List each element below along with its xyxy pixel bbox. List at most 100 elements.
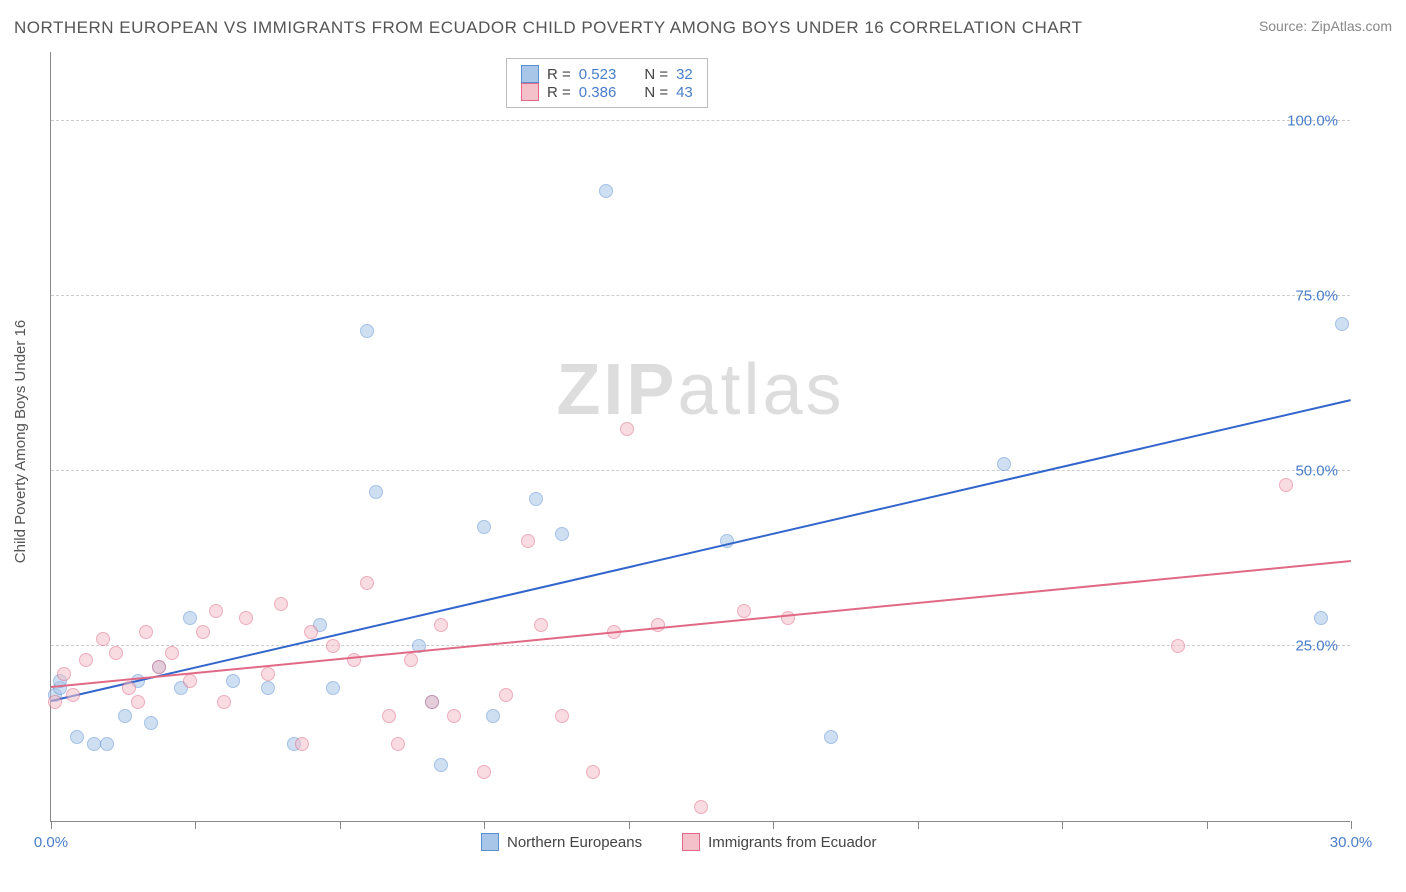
data-point bbox=[1279, 478, 1293, 492]
data-point bbox=[304, 625, 318, 639]
grid-line bbox=[51, 295, 1350, 296]
data-point bbox=[651, 618, 665, 632]
data-point bbox=[226, 674, 240, 688]
data-point bbox=[447, 709, 461, 723]
x-tick-label: 30.0% bbox=[1330, 834, 1373, 851]
x-tick bbox=[773, 821, 774, 829]
data-point bbox=[70, 730, 84, 744]
data-point bbox=[555, 709, 569, 723]
data-point bbox=[96, 632, 110, 646]
y-tick-label: 75.0% bbox=[1295, 288, 1338, 305]
legend-row: R =0.386N =43 bbox=[521, 83, 693, 101]
data-point bbox=[152, 660, 166, 674]
data-point bbox=[620, 422, 634, 436]
data-point bbox=[139, 625, 153, 639]
data-point bbox=[66, 688, 80, 702]
data-point bbox=[165, 646, 179, 660]
scatter-plot: ZIPatlas 25.0%50.0%75.0%100.0%0.0%30.0%R… bbox=[50, 52, 1350, 822]
legend-swatch bbox=[521, 83, 539, 101]
data-point bbox=[48, 695, 62, 709]
data-point bbox=[521, 534, 535, 548]
chart-title: NORTHERN EUROPEAN VS IMMIGRANTS FROM ECU… bbox=[14, 18, 1082, 38]
data-point bbox=[274, 597, 288, 611]
n-value: 43 bbox=[676, 84, 693, 101]
source-label: Source: ZipAtlas.com bbox=[1259, 18, 1392, 34]
y-tick-label: 50.0% bbox=[1295, 463, 1338, 480]
data-point bbox=[79, 653, 93, 667]
legend-item: Immigrants from Ecuador bbox=[682, 833, 876, 851]
data-point bbox=[239, 611, 253, 625]
y-tick-label: 25.0% bbox=[1295, 638, 1338, 655]
x-tick bbox=[1062, 821, 1063, 829]
data-point bbox=[369, 485, 383, 499]
data-point bbox=[360, 324, 374, 338]
data-point bbox=[434, 618, 448, 632]
legend-row: R =0.523N =32 bbox=[521, 65, 693, 83]
legend-swatch bbox=[682, 833, 700, 851]
data-point bbox=[486, 709, 500, 723]
x-tick-label: 0.0% bbox=[34, 834, 68, 851]
data-point bbox=[425, 695, 439, 709]
x-tick bbox=[484, 821, 485, 829]
x-tick bbox=[629, 821, 630, 829]
y-axis-label: Child Poverty Among Boys Under 16 bbox=[13, 319, 30, 562]
data-point bbox=[824, 730, 838, 744]
data-point bbox=[694, 800, 708, 814]
title-bar: NORTHERN EUROPEAN VS IMMIGRANTS FROM ECU… bbox=[14, 18, 1392, 38]
data-point bbox=[100, 737, 114, 751]
data-point bbox=[1171, 639, 1185, 653]
data-point bbox=[404, 653, 418, 667]
data-point bbox=[1314, 611, 1328, 625]
data-point bbox=[209, 604, 223, 618]
data-point bbox=[122, 681, 136, 695]
data-point bbox=[477, 520, 491, 534]
n-label: N = bbox=[644, 66, 668, 83]
data-point bbox=[118, 709, 132, 723]
legend-label: Northern Europeans bbox=[507, 834, 642, 851]
x-tick bbox=[195, 821, 196, 829]
x-tick bbox=[918, 821, 919, 829]
data-point bbox=[144, 716, 158, 730]
data-point bbox=[295, 737, 309, 751]
x-tick bbox=[51, 821, 52, 829]
data-point bbox=[534, 618, 548, 632]
data-point bbox=[360, 576, 374, 590]
data-point bbox=[87, 737, 101, 751]
data-point bbox=[326, 639, 340, 653]
data-point bbox=[196, 625, 210, 639]
y-axis-label-wrap: Child Poverty Among Boys Under 16 bbox=[6, 70, 36, 812]
n-label: N = bbox=[644, 84, 668, 101]
x-tick bbox=[1207, 821, 1208, 829]
data-point bbox=[183, 674, 197, 688]
data-point bbox=[261, 667, 275, 681]
data-point bbox=[326, 681, 340, 695]
data-point bbox=[997, 457, 1011, 471]
data-point bbox=[477, 765, 491, 779]
data-point bbox=[217, 695, 231, 709]
regression-line bbox=[51, 399, 1351, 702]
series-legend: Northern Europeans Immigrants from Ecuado… bbox=[481, 833, 876, 851]
data-point bbox=[382, 709, 396, 723]
y-tick-label: 100.0% bbox=[1287, 113, 1338, 130]
grid-line bbox=[51, 470, 1350, 471]
data-point bbox=[261, 681, 275, 695]
x-tick bbox=[340, 821, 341, 829]
data-point bbox=[391, 737, 405, 751]
legend-swatch bbox=[481, 833, 499, 851]
data-point bbox=[109, 646, 123, 660]
data-point bbox=[737, 604, 751, 618]
x-tick bbox=[1351, 821, 1352, 829]
data-point bbox=[529, 492, 543, 506]
watermark: ZIPatlas bbox=[556, 349, 844, 431]
correlation-legend: R =0.523N =32R =0.386N =43 bbox=[506, 58, 708, 108]
data-point bbox=[499, 688, 513, 702]
r-label: R = bbox=[547, 66, 571, 83]
data-point bbox=[57, 667, 71, 681]
data-point bbox=[183, 611, 197, 625]
legend-label: Immigrants from Ecuador bbox=[708, 834, 876, 851]
legend-swatch bbox=[521, 65, 539, 83]
data-point bbox=[555, 527, 569, 541]
r-label: R = bbox=[547, 84, 571, 101]
r-value: 0.523 bbox=[579, 66, 617, 83]
data-point bbox=[599, 184, 613, 198]
